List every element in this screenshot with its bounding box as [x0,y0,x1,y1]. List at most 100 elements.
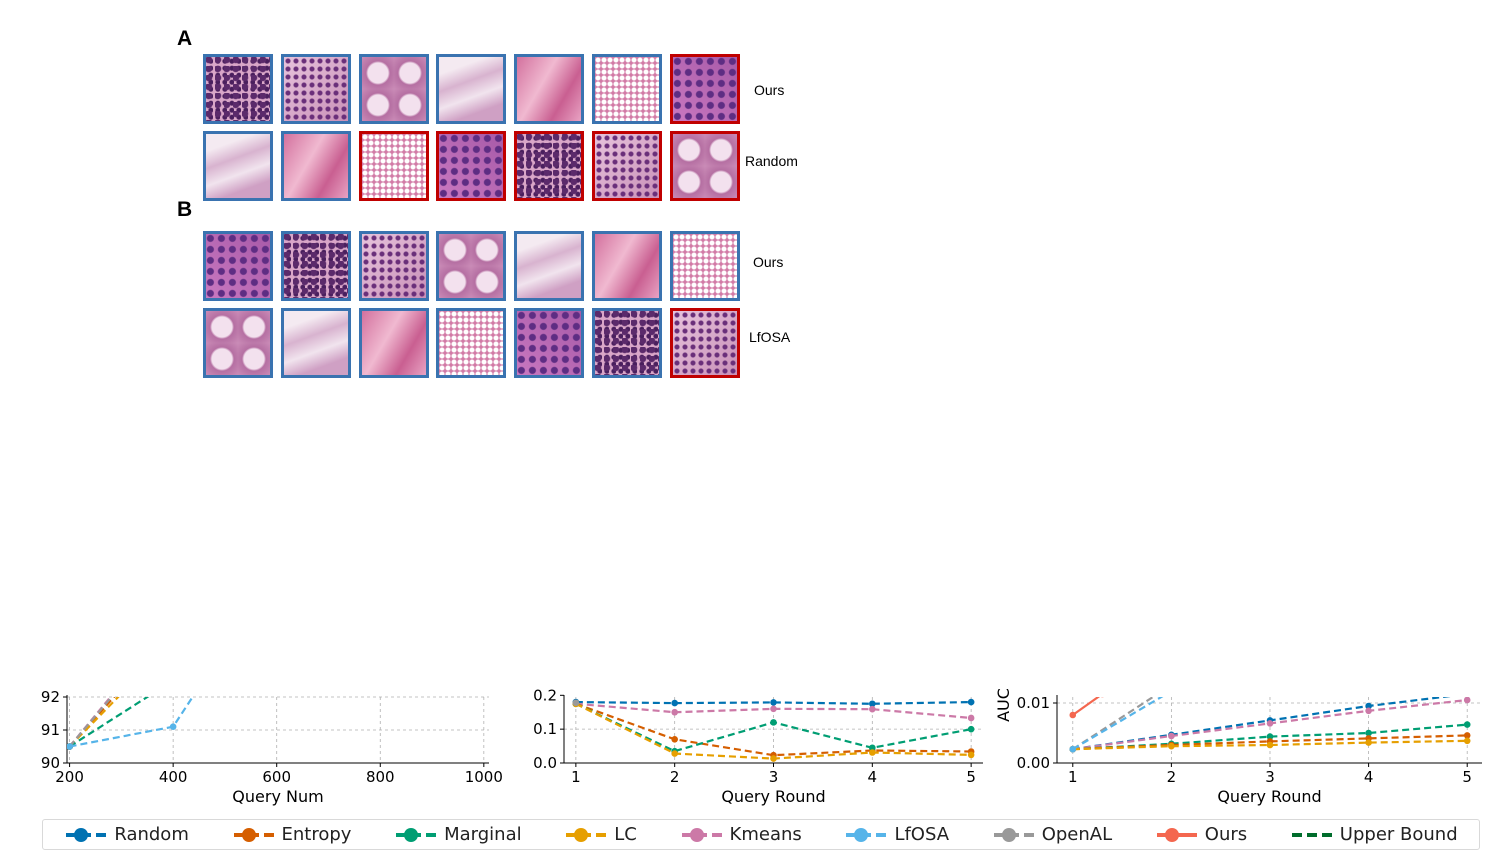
x-tick-label: 2 [1167,768,1177,786]
data-point-kmeans [1266,720,1274,727]
histology-tile [359,308,429,378]
data-point-kmeans [770,705,777,713]
data-point-lc [1266,741,1274,749]
y-tick-label: 0.0 [533,754,557,772]
histology-tile [359,231,429,301]
data-point-ours [1100,697,1104,698]
data-point-marginal [967,725,975,733]
panel-a-label: A [177,27,193,50]
legend-item: Ours [1155,824,1247,845]
histology-tile [281,231,351,301]
data-point-marginal [1463,721,1471,728]
series-line-lfosa [1072,697,1164,751]
histology-tile [670,54,740,124]
data-point-lc [770,755,777,762]
histology-tile [670,131,740,201]
panel-b-label: B [177,198,193,221]
legend-marker [74,827,89,842]
histology-tile [592,231,662,301]
data-point-openal [118,682,125,689]
histology-tile [281,131,351,201]
histology-tile [592,131,662,201]
legend-swatch-icon [66,827,107,842]
data-point-entropy [118,685,125,692]
legend-item: LfOSA [844,824,949,845]
series-line-ours [1072,697,1101,716]
histology-tile [203,131,273,201]
data-point-lfosa [67,743,73,750]
legend-label: Ours [1204,824,1248,845]
legend-swatch-icon [993,827,1034,842]
legend-item: Marginal [394,824,522,845]
data-point-random [118,684,125,691]
series-line-lfosa [69,697,194,748]
legend: Random Entropy Marginal LC Kmeans LfOSA OpenAL… [42,819,1480,850]
histology-tile [514,54,584,124]
legend-marker [404,827,419,842]
data-point-lc [869,749,876,756]
legend-label: LC [614,824,637,845]
histology-tile [514,308,584,378]
legend-swatch-icon [1291,832,1332,837]
legend-swatch-icon [681,827,722,842]
data-point-kmeans [671,708,678,716]
x-tick-label: 4 [868,768,878,786]
data-point-random [967,698,975,706]
histology-tile [281,54,351,124]
legend-marker [854,827,869,842]
histology-tile [359,54,429,124]
series-group [1069,688,1471,753]
x-tick-label: 400 [159,768,188,786]
histology-tile [436,308,506,378]
y-tick-label: 0.00 [1017,754,1050,772]
histology-tile [592,308,662,378]
chart-3: 1 2 3 4 5 0.00 0.01 Query Round AUC [994,688,1482,806]
data-point-lfosa [169,723,177,730]
x-tick-label: 3 [769,768,779,786]
data-point-ours [1069,711,1077,719]
histology-tile [436,54,506,124]
data-point-lc [118,690,125,697]
series-line-openal [68,697,114,748]
data-point-kmeans [1463,697,1471,704]
legend-label: OpenAL [1041,824,1113,845]
y-tick-label: 0.01 [1017,694,1050,712]
row-label-b-ours: Ours [753,254,784,270]
y-axis-label: AUC [994,688,1013,722]
y-tick-label: 92 [41,688,60,706]
legend-label: LfOSA [894,824,950,845]
legend-item: Kmeans [680,824,802,845]
legend-label: Kmeans [729,824,802,845]
legend-item: OpenAL [992,824,1112,845]
legend-swatch-icon [1156,827,1197,842]
legend-item: Entropy [232,824,351,845]
chart-2: 1 2 3 4 5 0.0 0.1 0.2 Query Round [533,686,983,806]
legend-label: Upper Bound [1339,824,1458,845]
histology-tile [203,308,273,378]
series-line-entropy [575,702,972,757]
y-tick-label: 90 [41,754,60,772]
data-point-lc [1168,742,1175,750]
legend-marker [241,827,256,842]
legend-swatch-icon [396,827,437,842]
data-point-lfosa [1168,688,1175,695]
data-point-lfosa [1069,745,1077,753]
data-point-lc [1463,737,1471,745]
data-point-marginal [770,719,777,726]
data-point-marginal [1266,733,1274,740]
data-point-random [869,700,876,708]
y-tick-label: 91 [41,721,60,739]
data-point-random [1365,702,1372,710]
x-tick-label: 1 [1068,768,1078,786]
data-point-kmeans [1168,732,1175,740]
histology-tile [359,131,429,201]
data-point-entropy [671,736,678,743]
data-point-kmeans [1365,707,1372,715]
data-point-openal [572,699,580,707]
histology-tile [514,131,584,201]
x-axis-label: Query Num [232,787,323,806]
histology-tile [203,231,273,301]
data-point-random [1465,697,1469,698]
data-point-marginal [869,744,876,752]
